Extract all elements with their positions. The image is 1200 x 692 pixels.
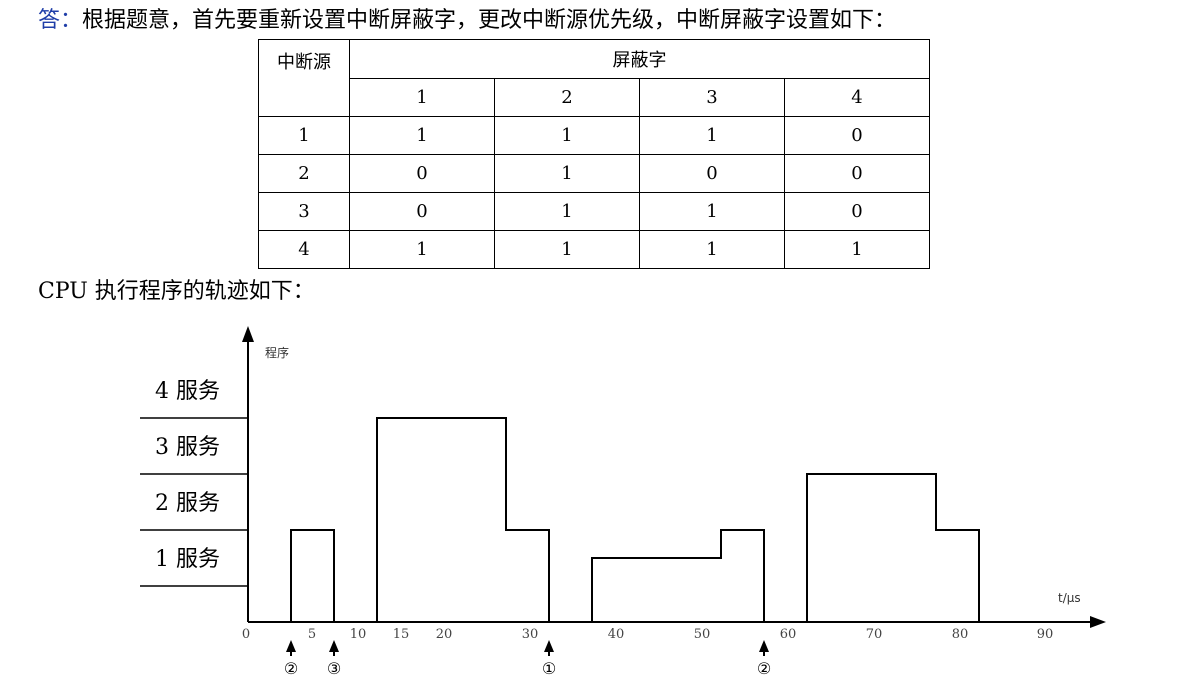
interrupt-arrow-icon [759, 640, 769, 652]
x-tick-label: 60 [780, 627, 797, 642]
table-row: 4 1 1 1 1 [258, 230, 930, 269]
mask-bit: 0 [784, 154, 930, 193]
mask-bit: 1 [639, 230, 785, 269]
trace-segment [505, 418, 550, 622]
level-label: 1 服务 [155, 547, 220, 572]
trace-title: CPU 执行程序的轨迹如下： [38, 279, 315, 304]
interrupt-source-label: ② [757, 659, 771, 678]
answer-prefix: 答： [38, 8, 83, 33]
row-source: 1 [258, 116, 350, 155]
interrupt-source-label: ③ [327, 659, 341, 678]
level-label: 2 服务 [155, 491, 220, 516]
trace-segment [935, 474, 980, 622]
x-tick-label: 10 [350, 627, 367, 642]
y-axis-label: 程序 [265, 345, 289, 360]
col-header: 3 [639, 78, 785, 117]
answer-line: 答：根据题意，首先要重新设置中断屏蔽字，更改中断源优先级，中断屏蔽字设置如下： [38, 6, 896, 36]
col-header: 4 [784, 78, 930, 117]
trace-segment [376, 417, 507, 622]
header-source: 中断源 [258, 39, 350, 117]
level-label: 4 服务 [155, 379, 220, 404]
x-tick-label: 90 [1037, 627, 1054, 642]
x-axis-arrow-icon [1090, 616, 1106, 628]
interrupt-mask-table: 中断源 屏蔽字 1 2 3 4 1 1 1 1 0 2 0 1 0 0 3 0 … [258, 39, 930, 269]
interrupt-source-label: ① [542, 659, 556, 678]
trace-segment [591, 530, 722, 622]
row-source: 4 [258, 230, 350, 269]
row-source: 2 [258, 154, 350, 193]
x-tick-label: 5 [308, 627, 316, 642]
mask-bit: 1 [349, 230, 495, 269]
mask-bit: 1 [639, 116, 785, 155]
x-tick-label: 40 [608, 627, 625, 642]
col-header: 1 [349, 78, 495, 117]
y-axis-arrow-icon [242, 326, 254, 342]
interrupt-requests: ② ③ ① ② [284, 640, 771, 678]
interrupt-arrow-icon [286, 640, 296, 652]
interrupt-arrow-icon [329, 640, 339, 652]
trace-segments [290, 417, 980, 622]
x-axis-label: t/μs [1058, 591, 1081, 605]
col-header: 2 [494, 78, 640, 117]
x-tick-label: 50 [694, 627, 711, 642]
table-row: 3 0 1 1 0 [258, 192, 930, 231]
mask-bit: 1 [784, 230, 930, 269]
x-tick-labels: 0 5 10 15 20 30 40 50 60 70 80 90 [242, 627, 1053, 642]
interrupt-source-label: ② [284, 659, 298, 678]
mask-bit: 1 [349, 116, 495, 155]
interrupt-arrow-icon [544, 640, 554, 652]
x-tick-label: 80 [952, 627, 969, 642]
level-label: 3 服务 [155, 435, 220, 460]
x-tick-label: 20 [436, 627, 453, 642]
trace-segment [290, 529, 335, 622]
x-tick-label: 30 [522, 627, 539, 642]
x-tick-label: 15 [393, 627, 410, 642]
mask-bit: 1 [494, 230, 640, 269]
trace-segment [720, 529, 765, 622]
answer-text: 根据题意，首先要重新设置中断屏蔽字，更改中断源优先级，中断屏蔽字设置如下： [82, 8, 897, 33]
trace-segment [806, 473, 937, 622]
x-tick-label: 0 [242, 627, 250, 642]
x-tick-label: 70 [866, 627, 883, 642]
